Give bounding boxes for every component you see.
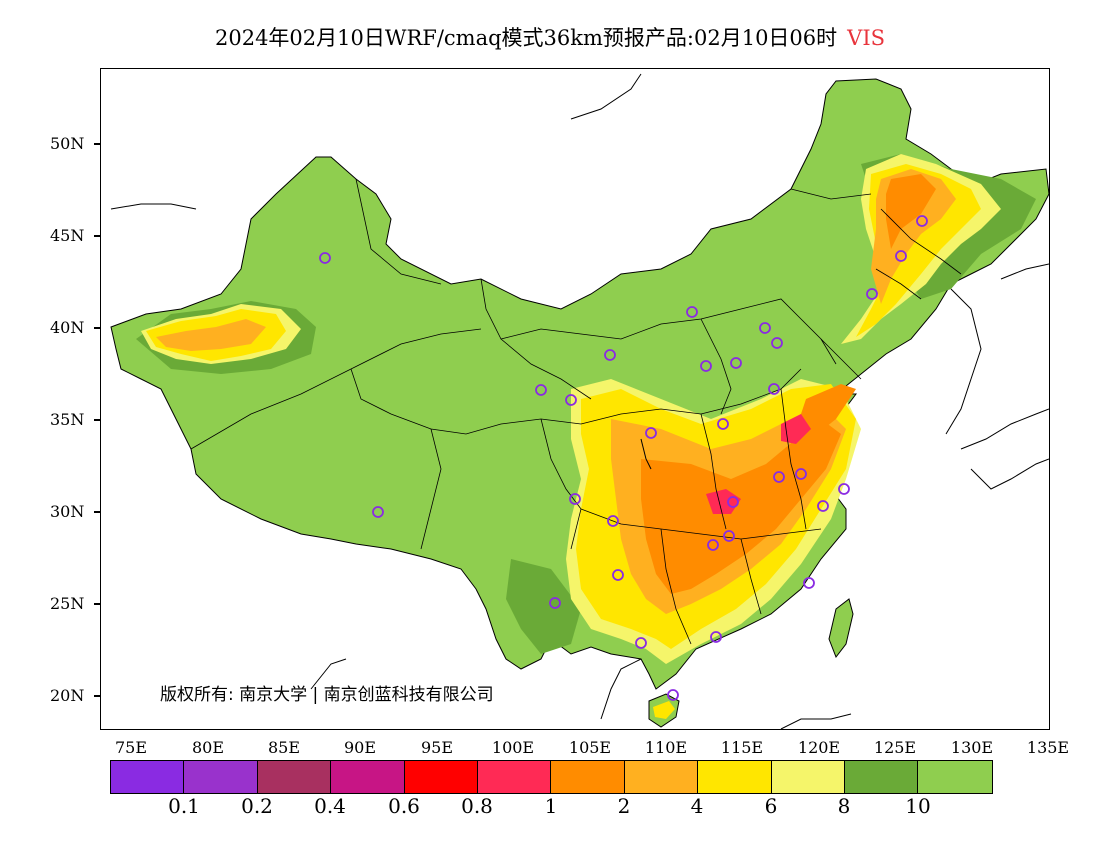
station-marker [700, 360, 712, 372]
colorbar-label: 0.2 [241, 794, 273, 818]
low-vis-orange-light-west [156, 319, 266, 351]
colorbar-label: 0.6 [388, 794, 420, 818]
colorbar-label: 1 [544, 794, 558, 818]
province-boundaries [190, 178, 962, 645]
station-marker [838, 483, 850, 495]
low-vis-orange-northeast [886, 174, 936, 249]
station-marker [759, 322, 771, 334]
station-marker [895, 250, 907, 262]
colorbar-label: 4 [690, 794, 704, 818]
title-variable: VIS [847, 26, 886, 50]
lon-label-100e: 100E [491, 738, 535, 757]
lat-tick [94, 603, 101, 605]
lon-label-75e: 75E [114, 738, 148, 757]
colorbar-swatch [771, 761, 845, 793]
station-marker [549, 597, 561, 609]
colorbar-label: 0.8 [461, 794, 493, 818]
map-panel [100, 68, 1050, 730]
lon-label-135e: 135E [1026, 738, 1070, 757]
station-marker [795, 468, 807, 480]
lon-label-115e: 115E [720, 738, 764, 757]
lon-label-110e: 110E [644, 738, 688, 757]
lat-tick [94, 695, 101, 697]
lon-label-125e: 125E [873, 738, 917, 757]
colorbar-label: 10 [905, 794, 931, 818]
colorbar-swatch [404, 761, 478, 793]
station-marker [604, 349, 616, 361]
station-marker [723, 530, 735, 542]
lat-label-45n: 45N [50, 226, 85, 245]
colorbar-swatch [624, 761, 699, 793]
station-marker [916, 215, 928, 227]
lon-label-120e: 120E [797, 738, 841, 757]
station-markers [319, 215, 928, 701]
lat-tick [94, 327, 101, 329]
colorbar-swatch [551, 761, 625, 793]
colorbar-label: 0.4 [314, 794, 346, 818]
lat-tick [94, 143, 101, 145]
lat-label-30n: 30N [50, 502, 85, 521]
copyright-notice: 版权所有: 南京大学 | 南京创蓝科技有限公司 [160, 685, 494, 705]
station-marker [319, 252, 331, 264]
lon-label-95e: 95E [420, 738, 454, 757]
map-title: 2024年02月10日WRF/cmaq模式36km预报产品:02月10日06时 V… [0, 22, 1100, 52]
station-marker [667, 689, 679, 701]
station-marker [372, 506, 384, 518]
station-marker [727, 496, 739, 508]
station-marker [866, 288, 878, 300]
lat-label-35n: 35N [50, 410, 85, 429]
lat-label-25n: 25N [50, 594, 85, 613]
lon-label-90e: 90E [343, 738, 377, 757]
lat-label-20n: 20N [50, 686, 85, 705]
title-text: 2024年02月10日WRF/cmaq模式36km预报产品:02月10日06时 [214, 26, 838, 50]
taiwan-island [828, 598, 854, 659]
lat-tick [94, 419, 101, 421]
lat-label-50n: 50N [50, 134, 85, 153]
station-marker [635, 637, 647, 649]
colorbar-swatch [111, 761, 185, 793]
lon-label-130e: 130E [950, 738, 994, 757]
lat-label-40n: 40N [50, 318, 85, 337]
colorbar-swatch [184, 761, 258, 793]
low-vis-red-north [781, 414, 811, 444]
colorbar-swatch [918, 761, 992, 793]
station-marker [686, 306, 698, 318]
low-vis-orange-north [796, 384, 856, 439]
lon-label-105e: 105E [568, 738, 612, 757]
lon-label-80e: 80E [191, 738, 225, 757]
station-marker [817, 500, 829, 512]
colorbar-label: 0.1 [168, 794, 200, 818]
lat-tick [94, 235, 101, 237]
dark-green-patch-south [506, 559, 581, 654]
colorbar-swatch [698, 761, 772, 793]
neighbor-coastlines [110, 73, 1049, 729]
station-marker [773, 471, 785, 483]
station-marker [565, 394, 577, 406]
station-marker [645, 427, 657, 439]
station-marker [803, 577, 815, 589]
station-marker [535, 384, 547, 396]
station-marker [771, 337, 783, 349]
colorbar-swatch [331, 761, 405, 793]
station-marker [730, 357, 742, 369]
lon-label-85e: 85E [267, 738, 301, 757]
colorbar-label: 6 [764, 794, 778, 818]
station-marker [710, 631, 722, 643]
station-marker [612, 569, 624, 581]
station-marker [569, 493, 581, 505]
station-marker [707, 539, 719, 551]
colorbar [110, 760, 993, 794]
colorbar-label: 8 [837, 794, 851, 818]
station-marker [607, 515, 619, 527]
colorbar-label: 2 [617, 794, 631, 818]
hainan-yellow [653, 701, 675, 719]
visibility-map [110, 73, 1049, 729]
station-marker [717, 418, 729, 430]
lat-tick [94, 511, 101, 513]
colorbar-swatch [477, 761, 552, 793]
colorbar-swatch [257, 761, 332, 793]
colorbar-swatch [844, 761, 919, 793]
station-marker [768, 383, 780, 395]
